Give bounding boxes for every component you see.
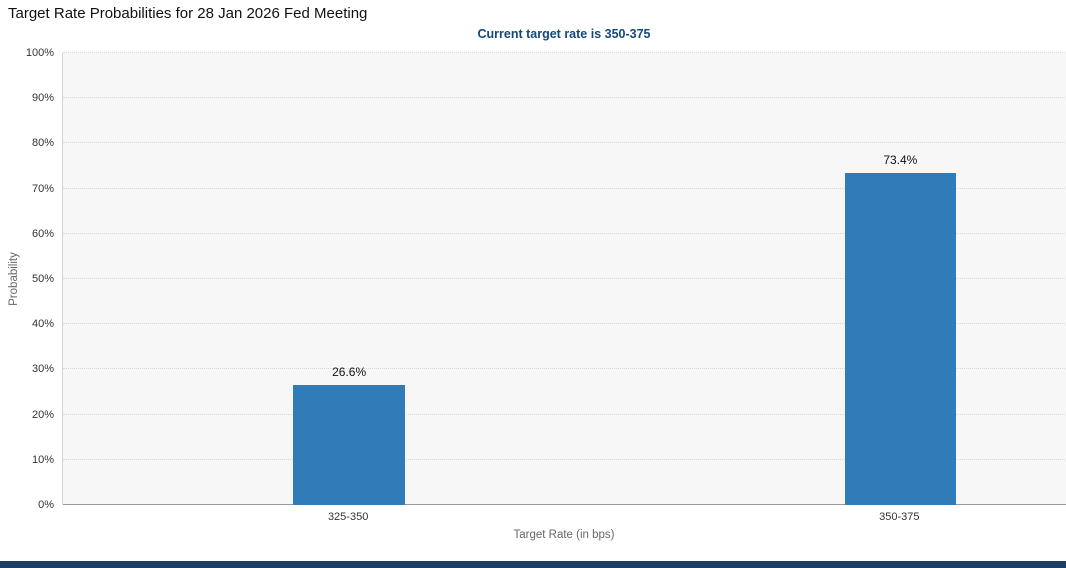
y-tick-label: 80%: [31, 137, 54, 150]
bar-325-350[interactable]: [293, 384, 405, 505]
x-category-label: 350-375: [879, 511, 920, 523]
chart-title: Target Rate Probabilities for 28 Jan 202…: [8, 5, 368, 22]
gridline: [63, 187, 1066, 189]
gridline: [63, 368, 1066, 370]
gridline: [63, 278, 1066, 279]
x-axis-labels: 325-350 350-375: [62, 511, 1066, 527]
y-tick-label: 60%: [31, 227, 54, 240]
y-axis: 0% 10% 20% 30% 40% 50% 60% 70% 80% 90% 100%: [0, 47, 54, 511]
gridline: [63, 323, 1066, 325]
gridline: [63, 232, 1066, 234]
x-axis-title: Target Rate (in bps): [513, 529, 615, 541]
gridline: [63, 413, 1066, 415]
bar-value-label: 73.4%: [883, 153, 918, 168]
footer-bar: [0, 561, 1066, 568]
gridline: [63, 97, 1066, 99]
x-axis-line: [63, 504, 1066, 505]
y-tick-label: 100%: [25, 47, 54, 59]
y-tick-label: 90%: [31, 92, 54, 105]
gridline: [63, 52, 1066, 53]
gridline: [63, 458, 1066, 460]
y-tick-label: 40%: [31, 318, 54, 331]
bar-350-375[interactable]: [844, 173, 957, 505]
y-tick-label: 20%: [31, 408, 54, 421]
y-tick-label: 70%: [31, 182, 54, 195]
gridline: [63, 142, 1066, 144]
x-category-label: 325-350: [327, 511, 369, 523]
y-tick-label: 10%: [31, 453, 54, 466]
chart-subtitle: Current target rate is 350-375: [477, 27, 651, 41]
y-tick-label: 0%: [38, 499, 54, 511]
bar-value-label: 26.6%: [332, 364, 367, 379]
plot-area: 26.6% 73.4%: [62, 52, 1066, 505]
y-tick-label: 30%: [31, 363, 54, 376]
y-tick-label: 50%: [31, 273, 54, 285]
